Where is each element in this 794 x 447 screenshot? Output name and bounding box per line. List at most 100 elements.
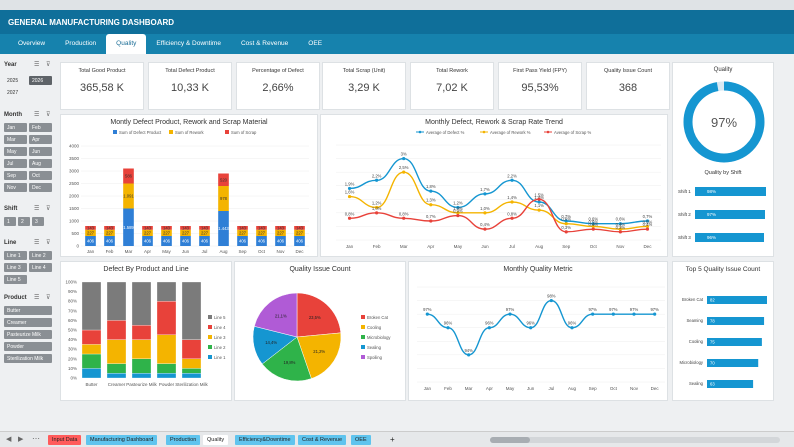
x-tick-label: Feb — [373, 244, 381, 249]
bar — [707, 380, 754, 388]
multi-select-icon[interactable]: ☰ — [34, 240, 40, 246]
filter-button[interactable]: Sep — [4, 171, 27, 180]
shift-value: 98% — [707, 189, 717, 194]
kpi-card: Total Defect Product 10,33 K — [148, 62, 232, 110]
shift-bar — [695, 233, 765, 242]
y-tick-label: 0% — [70, 376, 77, 381]
nav-tab-overview[interactable]: Overview — [18, 40, 46, 47]
prev-sheet-icon[interactable]: ◀ — [6, 436, 12, 443]
data-label: 0,8% — [399, 211, 409, 216]
data-point — [402, 216, 406, 220]
nav-tab-quality[interactable]: Quality — [106, 34, 147, 54]
sheet-tab[interactable]: Quality — [203, 435, 229, 445]
multi-select-icon[interactable]: ☰ — [34, 112, 40, 118]
filter-button[interactable]: Sterilization Milk — [4, 354, 52, 363]
x-tick-label: Powder — [159, 382, 175, 387]
filter-button[interactable]: Line 3 — [4, 263, 27, 272]
filter-button[interactable]: 3 — [32, 217, 44, 226]
filter-button[interactable]: Jun — [29, 147, 52, 156]
filter-button[interactable]: 2 — [18, 217, 30, 226]
bar-segment — [81, 344, 102, 355]
quality-value: 97% — [711, 115, 737, 130]
filter-button[interactable]: Line 5 — [4, 275, 27, 284]
sheet-tab[interactable]: Input Data — [48, 435, 82, 445]
defect-by-product-card: Defect By Product and Line 0% 10% 20% 30% 40… — [60, 261, 232, 401]
series-line — [427, 299, 655, 356]
filter-button[interactable]: Powder — [4, 342, 52, 351]
sheet-tab[interactable]: OEE — [351, 435, 371, 445]
filter-button[interactable]: 1 — [4, 217, 16, 226]
multi-select-icon[interactable]: ☰ — [34, 295, 40, 301]
nav-tab-efficiency-downtime[interactable]: Efficiency & Downtime — [156, 40, 221, 47]
nav-tab-cost-revenue[interactable]: Cost & Revenue — [240, 40, 289, 47]
filter-button[interactable]: Oct — [29, 171, 52, 180]
filter-button[interactable]: Jan — [4, 123, 27, 132]
data-label: 2,2% — [372, 173, 382, 178]
legend-swatch — [169, 130, 173, 134]
clear-filter-icon[interactable]: ⊽ — [46, 240, 51, 246]
x-tick-label: Creamer — [108, 382, 126, 387]
filter-button[interactable]: Nov — [4, 183, 27, 192]
data-point — [564, 230, 568, 234]
more-sheets-icon[interactable]: ⋯ — [32, 434, 40, 443]
filter-button[interactable]: May — [4, 147, 27, 156]
data-label: 227 — [144, 230, 152, 235]
filter-button[interactable]: 2025 — [7, 78, 19, 84]
data-label: 143 — [201, 225, 209, 230]
data-point — [510, 178, 514, 182]
y-tick-label: 20% — [68, 356, 77, 361]
top5-issue-card: Top 5 Quality Issue Count Broken Cat 82 Se… — [672, 261, 774, 401]
data-label: 1,9% — [345, 181, 355, 186]
bar-segment — [181, 368, 202, 374]
sheet-tab[interactable]: Manufacturing Dashboard — [86, 435, 158, 445]
filter-button[interactable]: Line 2 — [29, 251, 52, 260]
bar-segment — [81, 353, 102, 369]
kpi-title: Percentage of Defect — [252, 68, 304, 74]
bar-segment — [181, 373, 202, 379]
nav-tab-production[interactable]: Production — [65, 40, 97, 47]
data-label: 143 — [277, 225, 285, 230]
chart-title: Quality Issue Count — [289, 266, 351, 273]
multi-select-icon[interactable]: ☰ — [34, 62, 40, 68]
horizontal-scrollbar[interactable] — [490, 437, 780, 443]
filter-button[interactable]: Jul — [4, 159, 27, 168]
filter-button[interactable]: Creamer — [4, 318, 52, 327]
filter-button[interactable]: Mar — [4, 135, 27, 144]
clear-filter-icon[interactable]: ⊽ — [46, 112, 51, 118]
clear-filter-icon[interactable]: ⊽ — [46, 62, 51, 68]
sheet-tab[interactable]: Production — [166, 435, 201, 445]
data-point — [375, 211, 379, 215]
nav-tab-oee[interactable]: OEE — [308, 40, 323, 47]
data-point — [456, 205, 460, 210]
scrollbar-thumb[interactable] — [490, 437, 530, 443]
data-point — [347, 216, 352, 220]
legend-label: Sum of Defect Product — [119, 130, 162, 135]
sheet-tab[interactable]: Cost & Revenue — [298, 435, 347, 445]
multi-select-icon[interactable]: ☰ — [34, 206, 40, 212]
filter-button[interactable]: Aug — [29, 159, 52, 168]
bar-segment — [161, 236, 172, 246]
pie-slice — [296, 332, 342, 379]
slice-label: 14,4% — [265, 340, 277, 345]
next-sheet-icon[interactable]: ▶ — [18, 436, 24, 443]
data-point — [632, 312, 636, 316]
x-tick-label: Jan — [87, 249, 95, 254]
filter-button[interactable]: Apr — [29, 135, 52, 144]
data-label: 0,4% — [616, 222, 626, 227]
filter-button[interactable]: Line 1 — [4, 251, 27, 260]
filter-button[interactable]: Pasteurize Milk — [4, 330, 52, 339]
data-label: 0,9% — [453, 209, 463, 214]
filter-button[interactable]: Butter — [4, 306, 52, 315]
filter-button[interactable]: Feb — [29, 123, 52, 132]
filter-button[interactable]: 2027 — [7, 90, 19, 96]
clear-filter-icon[interactable]: ⊽ — [46, 206, 51, 212]
filter-button[interactable]: Dec — [29, 183, 52, 192]
sheet-tab[interactable]: Efficiency&Downtime — [235, 435, 295, 445]
bar-segment — [199, 236, 210, 246]
filter-button[interactable]: 2026 — [29, 76, 52, 85]
clear-filter-icon[interactable]: ⊽ — [46, 295, 51, 301]
shift-bar — [695, 187, 766, 196]
data-point — [487, 326, 491, 330]
filter-button[interactable]: Line 4 — [29, 263, 52, 272]
add-sheet-icon[interactable]: + — [390, 435, 395, 444]
